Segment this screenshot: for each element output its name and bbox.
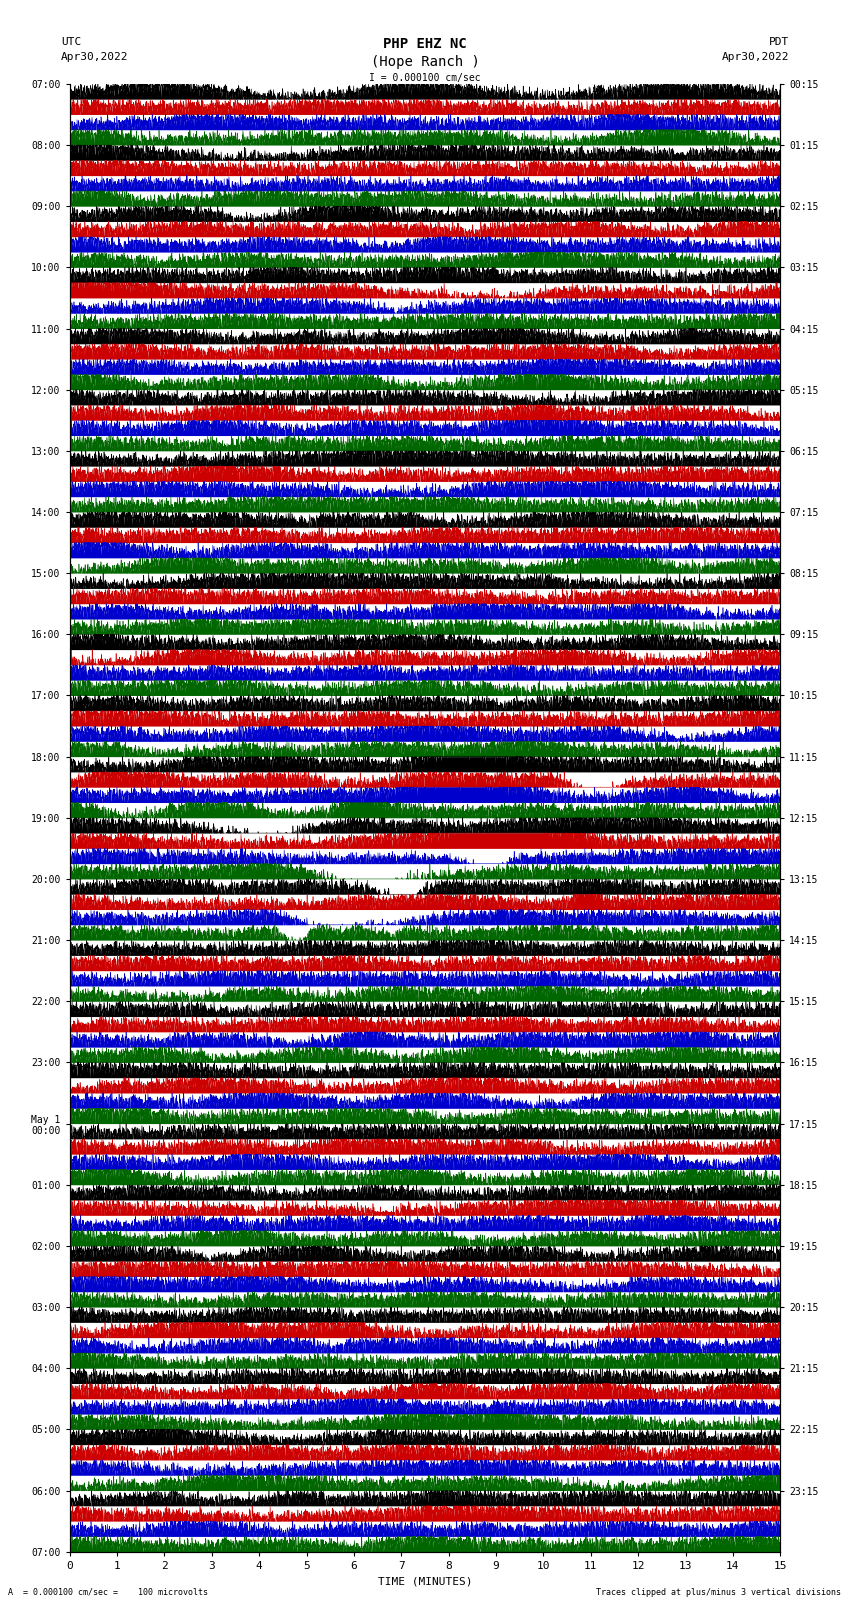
Text: PDT: PDT xyxy=(768,37,789,47)
Text: (Hope Ranch ): (Hope Ranch ) xyxy=(371,55,479,69)
Text: PHP EHZ NC: PHP EHZ NC xyxy=(383,37,467,52)
X-axis label: TIME (MINUTES): TIME (MINUTES) xyxy=(377,1576,473,1586)
Text: I = 0.000100 cm/sec: I = 0.000100 cm/sec xyxy=(369,73,481,82)
Text: Traces clipped at plus/minus 3 vertical divisions: Traces clipped at plus/minus 3 vertical … xyxy=(597,1587,842,1597)
Text: UTC: UTC xyxy=(61,37,82,47)
Text: A  = 0.000100 cm/sec =    100 microvolts: A = 0.000100 cm/sec = 100 microvolts xyxy=(8,1587,208,1597)
Text: Apr30,2022: Apr30,2022 xyxy=(61,52,128,61)
Text: Apr30,2022: Apr30,2022 xyxy=(722,52,789,61)
